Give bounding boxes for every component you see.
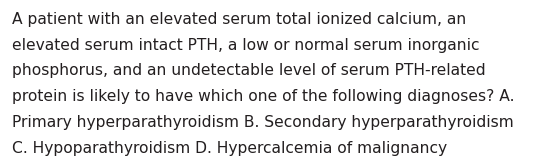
Text: elevated serum intact PTH, a low or normal serum inorganic: elevated serum intact PTH, a low or norm… xyxy=(12,38,480,53)
Text: phosphorus, and an undetectable level of serum PTH-related: phosphorus, and an undetectable level of… xyxy=(12,63,486,78)
Text: C. Hypoparathyroidism D. Hypercalcemia of malignancy: C. Hypoparathyroidism D. Hypercalcemia o… xyxy=(12,141,448,156)
Text: protein is likely to have which one of the following diagnoses? A.: protein is likely to have which one of t… xyxy=(12,89,515,104)
Text: A patient with an elevated serum total ionized calcium, an: A patient with an elevated serum total i… xyxy=(12,12,466,27)
Text: Primary hyperparathyroidism B. Secondary hyperparathyroidism: Primary hyperparathyroidism B. Secondary… xyxy=(12,115,514,130)
